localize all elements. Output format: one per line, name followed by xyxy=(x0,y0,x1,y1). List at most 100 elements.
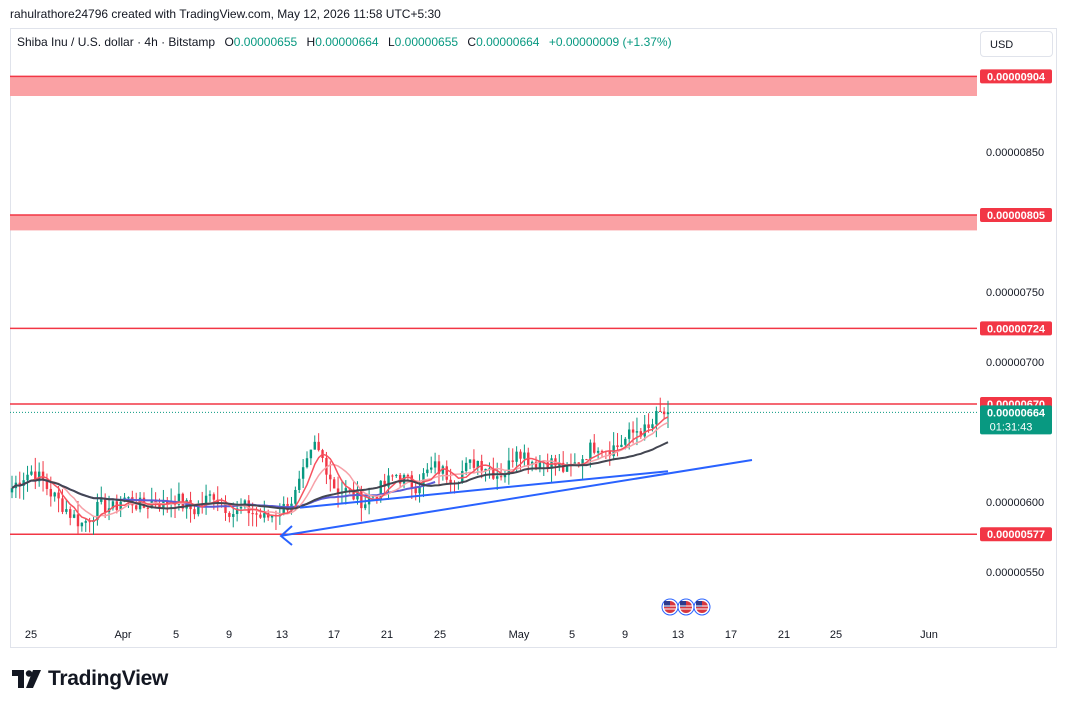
candle-body xyxy=(53,492,56,497)
time-tick-label: 21 xyxy=(778,629,790,641)
candle xyxy=(418,474,421,503)
candle xyxy=(561,451,565,474)
candle xyxy=(573,453,577,465)
candle-body xyxy=(298,478,301,490)
candle xyxy=(150,487,153,509)
candle-body xyxy=(251,513,254,515)
candle xyxy=(496,462,499,490)
candle-body xyxy=(593,442,596,453)
price-tick-label: 0.00000700 xyxy=(986,357,1044,369)
candle-body xyxy=(484,468,487,471)
candle-body xyxy=(309,449,313,459)
candle xyxy=(585,458,588,461)
candle-body xyxy=(65,509,68,512)
candle-body xyxy=(208,494,212,496)
candle xyxy=(228,511,231,523)
candle-body xyxy=(100,498,103,502)
price-axis: 0.00000850 0.00000750 0.00000700 0.00000600… xyxy=(986,147,1044,579)
candle xyxy=(620,434,623,448)
candle xyxy=(34,457,37,490)
bar-countdown-label: 01:31:43 xyxy=(990,421,1033,433)
candle xyxy=(616,433,619,457)
open-label: O xyxy=(224,35,234,49)
candle-body xyxy=(631,429,635,433)
candle xyxy=(565,462,569,472)
candle xyxy=(53,491,56,502)
time-tick-label: Jun xyxy=(920,629,938,641)
candle-body xyxy=(647,424,650,428)
currency-selector[interactable]: USD xyxy=(980,31,1053,57)
candle-body xyxy=(329,474,332,480)
candle-body xyxy=(426,469,429,474)
close-value: 0.00000664 xyxy=(476,35,540,49)
candle xyxy=(251,502,254,527)
candle-body xyxy=(585,459,588,461)
candle-body xyxy=(18,482,21,486)
candle-body xyxy=(127,497,130,499)
candle-body xyxy=(464,462,468,472)
event-flag-canton xyxy=(696,601,702,607)
candle xyxy=(627,422,631,450)
tradingview-logo-icon xyxy=(12,670,41,688)
time-tick-label: 5 xyxy=(569,629,575,641)
candle-body xyxy=(69,509,72,518)
candle-body xyxy=(332,479,336,489)
time-tick-label: 9 xyxy=(622,629,628,641)
candle xyxy=(100,486,103,505)
candle xyxy=(546,453,549,473)
candle-body xyxy=(37,471,41,482)
candle xyxy=(30,465,33,476)
candle xyxy=(391,474,394,481)
time-tick-label: 17 xyxy=(725,629,737,641)
candle-body xyxy=(282,503,285,515)
candle-body xyxy=(418,486,421,494)
candle xyxy=(499,463,503,481)
candle xyxy=(173,495,177,518)
candle xyxy=(659,397,662,412)
price-tick-label: 0.00000750 xyxy=(986,287,1044,299)
candle xyxy=(162,489,165,516)
time-tick-label: 25 xyxy=(830,629,842,641)
candle-body xyxy=(259,514,262,518)
resistance-zone xyxy=(10,215,977,231)
candle xyxy=(519,449,522,470)
candle xyxy=(45,473,49,496)
candle xyxy=(554,454,557,476)
candle-body xyxy=(596,450,600,453)
candle-body xyxy=(247,500,250,514)
candle xyxy=(596,447,600,460)
candle-body xyxy=(111,501,115,509)
time-tick-label: 9 xyxy=(226,629,232,641)
candle xyxy=(69,506,72,526)
candle xyxy=(441,464,445,481)
candle xyxy=(503,470,507,483)
candle-body xyxy=(294,489,297,504)
candle xyxy=(135,492,138,511)
time-tick-label: 17 xyxy=(328,629,340,641)
candle-body xyxy=(336,488,340,494)
candle-body xyxy=(662,411,666,415)
time-tick-label: 13 xyxy=(276,629,288,641)
candle xyxy=(511,448,514,468)
trendlines xyxy=(279,459,753,546)
event-flag-canton xyxy=(664,601,670,607)
candle-body xyxy=(627,429,631,439)
time-axis: 25 Apr 5 9 13 17 21 25 May 5 9 13 17 21 25 Jun xyxy=(25,629,938,641)
candle-body xyxy=(589,442,592,460)
candle-body xyxy=(523,452,526,459)
candle-body xyxy=(620,444,623,448)
candle-body xyxy=(216,499,219,503)
low-label: L xyxy=(387,35,395,49)
candle-body xyxy=(655,410,658,425)
candle-body xyxy=(49,488,53,497)
candle xyxy=(612,432,615,461)
candle-body xyxy=(511,460,514,462)
candle-body xyxy=(224,503,227,513)
candle-body xyxy=(57,492,60,499)
candle xyxy=(286,497,289,513)
candle xyxy=(414,481,417,501)
candle xyxy=(364,496,367,511)
candle xyxy=(313,435,316,450)
candle xyxy=(298,470,301,493)
